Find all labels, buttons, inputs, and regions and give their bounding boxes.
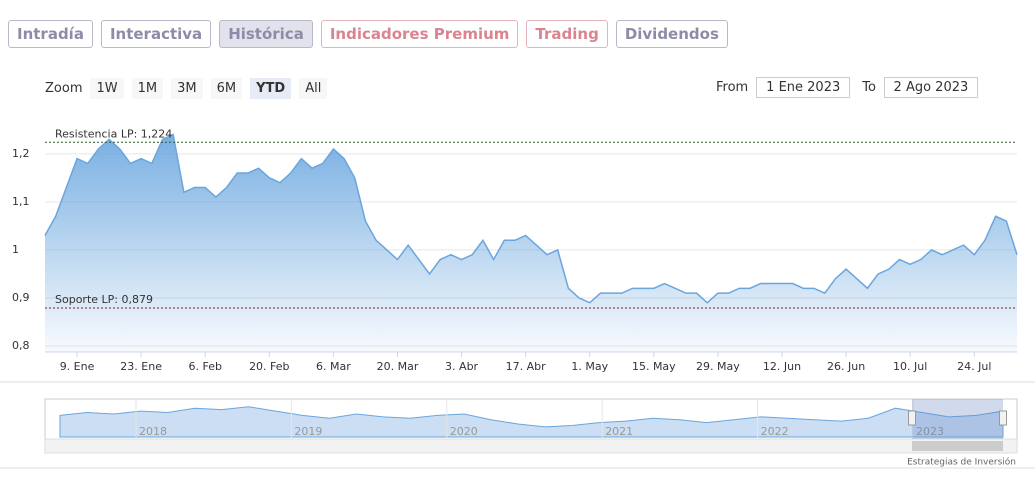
navigator-year: 2018	[139, 425, 167, 438]
x-tick-label: 20. Mar	[377, 360, 419, 373]
navigator-year: 2020	[450, 425, 478, 438]
x-tick-label: 24. Jul	[957, 360, 991, 373]
line	[44, 133, 1018, 304]
area	[45, 134, 1017, 352]
y-tick-label: 0,9	[12, 291, 30, 304]
x-tick-label: 29. May	[696, 360, 740, 373]
plot-line-label: Soporte LP: 0,879	[55, 293, 153, 306]
x-tick-label: 17. Abr	[506, 360, 546, 373]
scrollbar-thumb[interactable]	[912, 441, 1003, 451]
zoom-button[interactable]: 1M	[131, 78, 164, 99]
navigator-handle[interactable]	[999, 410, 1007, 426]
tab[interactable]: Trading	[526, 20, 608, 48]
x-tick-label: 26. Jun	[827, 360, 865, 373]
y-tick-label: 1,1	[12, 195, 30, 208]
navigator-handle[interactable]	[908, 410, 916, 426]
x-tick-label: 23. Ene	[120, 360, 162, 373]
credit: Estrategias de Inversión	[907, 457, 1016, 468]
tab-bar: Intradía Interactiva Histórica Indicadores …	[8, 20, 728, 48]
tab[interactable]: Histórica	[219, 20, 313, 48]
zoom-button[interactable]: 6M	[210, 78, 243, 99]
x-tick-label: 9. Ene	[60, 360, 95, 373]
y-tick-label: 1	[12, 243, 19, 256]
date-range: From 1 Ene 2023 To 2 Ago 2023	[716, 77, 978, 98]
zoom-button[interactable]: 3M	[171, 78, 203, 99]
tab[interactable]: Indicadores Premium	[320, 20, 519, 48]
zoom-button[interactable]: YTD	[250, 78, 292, 99]
x-tick-label: 15. May	[632, 360, 676, 373]
navigator-year: 2021	[605, 425, 633, 438]
plot-line-label: Resistencia LP: 1,224	[55, 127, 172, 140]
from-label: From	[716, 80, 749, 95]
x-tick-label: 6. Feb	[188, 360, 221, 373]
x-tick-label: 6. Mar	[316, 360, 351, 373]
x-tick-label: 1. May	[571, 360, 608, 373]
tab[interactable]: Interactiva	[100, 20, 212, 48]
navigator-year: 2019	[294, 425, 322, 438]
y-tick-label: 1,2	[12, 147, 30, 160]
from-input[interactable]: 1 Ene 2023	[756, 77, 851, 98]
y-tick-label: 0,8	[12, 339, 30, 352]
x-tick-label: 3. Abr	[445, 360, 478, 373]
zoom-label: Zoom	[45, 81, 83, 96]
tab[interactable]: Dividendos	[615, 20, 728, 48]
x-tick-label: 10. Jul	[893, 360, 927, 373]
to-input[interactable]: 2 Ago 2023	[883, 77, 978, 98]
scrollbar[interactable]	[44, 438, 1018, 454]
navigator-mask[interactable]	[912, 399, 1003, 439]
zoom-button[interactable]: 1W	[90, 78, 124, 99]
tab[interactable]: Intradía	[8, 20, 93, 48]
zoom-bar: Zoom 1W 1M 3M 6M YTD All	[45, 78, 328, 99]
x-tick-label: 20. Feb	[249, 360, 289, 373]
to-label: To	[862, 80, 876, 95]
x-tick-label: 12. Jun	[763, 360, 801, 373]
navigator-year: 2022	[761, 425, 789, 438]
navigator-year: 2023	[916, 425, 944, 438]
zoom-button[interactable]: All	[299, 78, 328, 99]
